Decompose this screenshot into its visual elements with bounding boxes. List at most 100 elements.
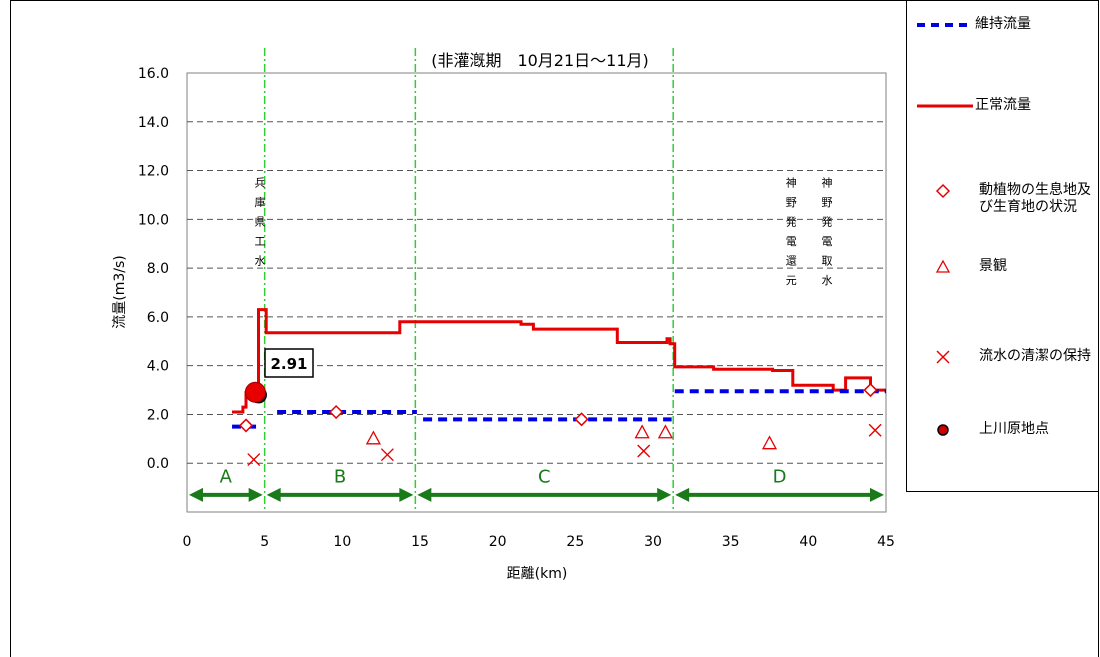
y-axis-label: 流量(m3/s) <box>112 255 128 328</box>
annotation-char: 電 <box>786 235 797 248</box>
annotation-char: 野 <box>786 196 797 209</box>
y-tick-label: 0.0 <box>147 456 169 472</box>
annotation-char: 発 <box>786 215 797 229</box>
x-axis-label: 距離(km) <box>507 565 568 582</box>
grid-lines <box>187 121 886 464</box>
normal-flow-line <box>232 308 886 414</box>
ecosystem-marker <box>574 412 589 427</box>
highlight-point <box>244 381 266 403</box>
ecosystem-marker <box>329 404 344 420</box>
x-tick-label: 30 <box>644 534 662 550</box>
reach-arrow-a: A <box>189 467 263 502</box>
y-tick-label: 10.0 <box>138 212 169 228</box>
legend-label: 上川原地点 <box>979 421 1049 437</box>
water-quality-marker <box>637 444 651 458</box>
y-tick-label: 2.0 <box>147 407 169 423</box>
x-tick-label: 10 <box>333 534 351 550</box>
annotation-char: 水 <box>821 274 832 287</box>
data-series <box>232 308 886 467</box>
reach-arrow-head-left <box>675 487 690 502</box>
y-tick-label: 6.0 <box>147 310 169 326</box>
reach-arrows: A B C D <box>189 467 884 502</box>
reach-arrow-head-right <box>657 487 672 502</box>
reach-label: A <box>220 467 233 488</box>
landscape-marker <box>761 435 778 450</box>
reach-boundary-lines <box>263 48 674 512</box>
x-tick-label: 20 <box>489 534 507 550</box>
reach-arrow-head-right <box>870 487 884 502</box>
y-tick-label: 8.0 <box>147 261 169 277</box>
chart-frame <box>10 0 1099 657</box>
x-stroke <box>247 453 261 467</box>
annotation-char: 野 <box>821 196 832 209</box>
x-tick-label: 5 <box>260 534 269 550</box>
value-callout: 2.91 <box>270 355 307 373</box>
annotation-char: 兵 <box>255 177 266 190</box>
landscape-marker <box>657 424 674 439</box>
legend-symbol-dashed-line <box>917 23 973 27</box>
water-quality-marker <box>380 448 394 462</box>
annotation-char: 還 <box>786 255 797 268</box>
legend-label: 流水の清潔の保持 <box>979 348 1091 364</box>
legend-diamond <box>935 183 951 199</box>
reach-arrow-b: B <box>266 467 414 502</box>
reach-arrow-head-right <box>399 487 414 502</box>
legend-label: 景観 <box>979 258 1007 274</box>
x-stroke <box>868 423 882 437</box>
axis-ticks: 0.0 2.0 4.0 6.0 8.0 10.0 12.0 14.0 16.0 0 5 10 15 20 2… <box>138 66 895 550</box>
legend-circle <box>937 424 949 436</box>
x-stroke <box>637 444 651 458</box>
kamikawara-highlight: 2.91 <box>244 348 314 403</box>
reach-label: C <box>538 467 551 488</box>
chart-title: (非灌漑期 10月21日～11月) <box>431 51 649 70</box>
ecosystem-marker <box>238 418 254 433</box>
reach-arrow-head-left <box>189 487 203 502</box>
legend-symbol-solid-line <box>917 104 973 108</box>
y-tick-label: 14.0 <box>138 115 169 131</box>
x-tick-label: 40 <box>799 534 817 550</box>
reach-arrow-head-right <box>248 487 263 502</box>
legend-label: 動植物の生息地及び生育地の状況 <box>979 182 1091 215</box>
x-tick-label: 25 <box>566 534 584 550</box>
legend-label: 維持流量 <box>975 16 1031 32</box>
annotation-char: 取 <box>821 255 832 268</box>
reach-label: D <box>773 467 787 488</box>
x-tick-label: 0 <box>183 534 192 550</box>
plot-area-background <box>186 72 887 513</box>
reach-label: B <box>334 467 346 488</box>
legend-symbol-circle <box>937 424 949 436</box>
y-tick-label: 4.0 <box>147 359 169 375</box>
x-tick-label: 35 <box>722 534 740 550</box>
landscape-marker <box>365 430 381 445</box>
annotation-char: 元 <box>786 274 797 287</box>
y-tick-label: 12.0 <box>138 164 169 180</box>
annotation-char: 神 <box>786 176 797 190</box>
legend-x-stroke <box>936 350 950 364</box>
annotation-char: 工 <box>255 235 266 248</box>
annotation-char: 県 <box>255 216 266 229</box>
legend-label: 正常流量 <box>975 97 1031 113</box>
ecosystem-marker <box>863 382 878 398</box>
x-stroke <box>380 448 394 462</box>
reach-arrow-head-left <box>417 487 432 502</box>
value-callout-box <box>264 348 314 378</box>
water-quality-marker <box>247 453 261 467</box>
annotation-char: 庫 <box>255 195 266 209</box>
landscape-marker <box>634 424 650 439</box>
reach-arrow-c: C <box>417 467 672 502</box>
legend-symbol-diamond <box>935 183 951 199</box>
reach-arrow-head-left <box>266 487 281 502</box>
y-tick-label: 16.0 <box>138 66 169 82</box>
legend-panel: 維持流量正常流量動植物の生息地及び生育地の状況景観流水の清潔の保持 上川原地点 <box>906 0 1099 492</box>
annotation-char: 神 <box>821 176 832 190</box>
x-tick-label: 45 <box>877 534 895 550</box>
legend-symbol-triangle <box>935 259 951 273</box>
x-tick-label: 15 <box>411 534 429 550</box>
annotation-char: 水 <box>255 255 266 268</box>
legend-triangle <box>935 259 951 273</box>
